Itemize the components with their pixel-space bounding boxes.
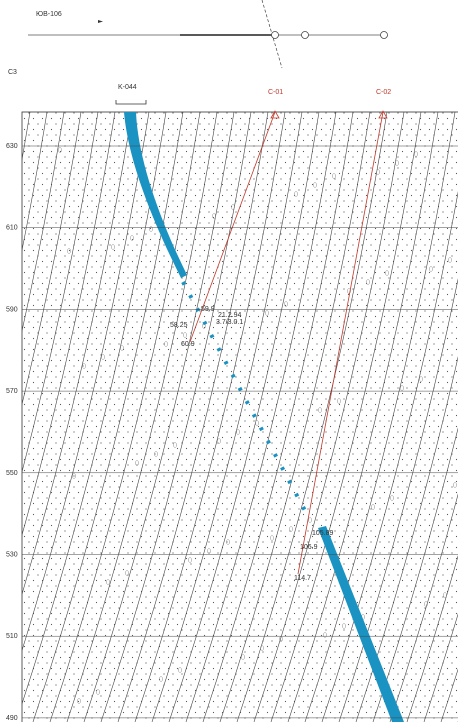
annotation: 106.9	[300, 544, 318, 551]
strata	[0, 112, 458, 722]
section-view: ЮВ-106 C3 K-044 C-01 C-02 59.921.2.943.7…	[0, 0, 458, 722]
hole-label: C-01	[268, 89, 283, 96]
annotation: 21.2.94	[218, 312, 241, 319]
arrow	[98, 20, 103, 23]
adit-label: K-044	[118, 84, 137, 91]
section-label: C3	[8, 69, 17, 76]
elevation-label: 630	[6, 143, 18, 150]
annotation: 114.7	[294, 575, 311, 582]
elevation-label: 510	[6, 633, 18, 640]
adit-bracket	[116, 100, 146, 104]
elevation-label: 490	[6, 715, 18, 722]
profile-label: ЮВ-106	[36, 11, 62, 18]
hole-label: C-02	[376, 89, 391, 96]
elevation-label: 530	[6, 552, 18, 559]
elevation-label: 590	[6, 306, 18, 313]
elevation-label: 610	[6, 225, 18, 232]
annotation: 105.89	[312, 530, 334, 537]
annotation: 58.25	[170, 322, 188, 329]
elevation-label: 550	[6, 470, 18, 477]
annotation: 60.9	[181, 341, 195, 348]
annotation: 3.7/3.0.1	[216, 319, 243, 326]
elevation-label: 570	[6, 388, 18, 395]
